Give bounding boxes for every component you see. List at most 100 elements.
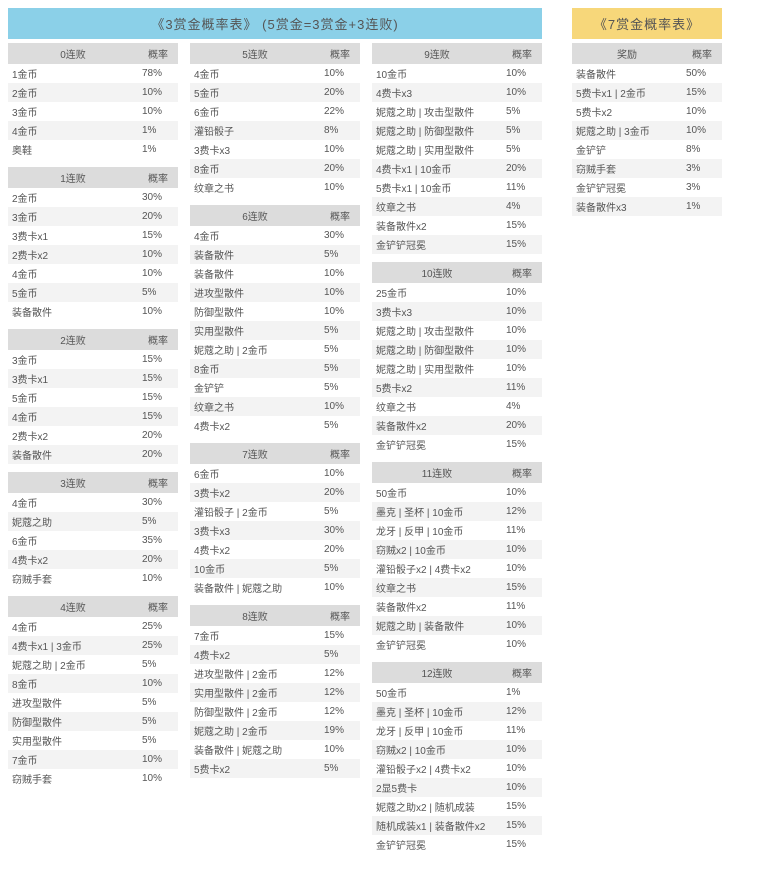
table-row: 2费卡x210% — [8, 245, 178, 264]
table-row: 3金币20% — [8, 207, 178, 226]
cell-reward: 4费卡x1 | 3金币 — [8, 636, 138, 655]
cell-reward: 7金币 — [190, 626, 320, 645]
cell-reward: 防御型散件 — [8, 712, 138, 731]
table-row: 3费卡x310% — [372, 302, 542, 321]
cell-prob: 10% — [138, 102, 178, 121]
table-row: 装备散件x215% — [372, 216, 542, 235]
cell-prob: 10% — [682, 102, 722, 121]
cell-reward: 8金币 — [8, 674, 138, 693]
table-row: 2费卡x220% — [8, 426, 178, 445]
cell-reward: 4费卡x1 | 10金币 — [372, 159, 502, 178]
table-row: 8金币20% — [190, 159, 360, 178]
cell-reward: 3费卡x3 — [190, 140, 320, 159]
cell-prob: 12% — [502, 702, 542, 721]
cell-prob: 5% — [502, 102, 542, 121]
cell-prob: 10% — [320, 740, 360, 759]
table-row: 妮蔻之助 | 实用型散件5% — [372, 140, 542, 159]
cell-prob: 15% — [138, 407, 178, 426]
table-row: 窃贼x2 | 10金币10% — [372, 540, 542, 559]
table-row: 龙牙 | 反甲 | 10金币11% — [372, 721, 542, 740]
cell-reward: 窃贼手套 — [8, 769, 138, 788]
table-row: 金铲铲冠冕15% — [372, 235, 542, 254]
cell-prob: 1% — [502, 683, 542, 702]
table-row: 妮蔻之助 | 3金币10% — [572, 121, 722, 140]
table-row: 妮蔻之助 | 2金币5% — [8, 655, 178, 674]
cell-prob: 20% — [320, 159, 360, 178]
table-row: 8金币5% — [190, 359, 360, 378]
cell-reward: 4金币 — [8, 264, 138, 283]
table-row: 3费卡x115% — [8, 369, 178, 388]
cell-prob: 12% — [502, 502, 542, 521]
cell-prob: 1% — [682, 197, 722, 216]
prob-table: 0连败概率1金币78%2金币10%3金币10%4金币1%奥鞋1% — [8, 43, 178, 159]
col-header-prob: 概率 — [682, 43, 722, 64]
prob-table: 11连败概率50金币10%墨克 | 圣杯 | 10金币12%龙牙 | 反甲 | … — [372, 462, 542, 654]
cell-reward: 5费卡x2 — [372, 378, 502, 397]
table-row: 4费卡x310% — [372, 83, 542, 102]
table-row: 实用型散件 | 2金币12% — [190, 683, 360, 702]
cell-prob: 4% — [502, 397, 542, 416]
cell-reward: 5金币 — [8, 283, 138, 302]
table-row: 墨克 | 圣杯 | 10金币12% — [372, 502, 542, 521]
cell-reward: 6金币 — [8, 531, 138, 550]
col-header-prob: 概率 — [138, 167, 178, 188]
cell-prob: 50% — [682, 64, 722, 83]
col-header-prob: 概率 — [502, 462, 542, 483]
cell-prob: 15% — [138, 369, 178, 388]
col-header-prob: 概率 — [138, 596, 178, 617]
cell-reward: 奥鞋 — [8, 140, 138, 159]
col-header-reward: 11连败 — [372, 462, 502, 483]
table-row: 10金币10% — [372, 64, 542, 83]
cell-prob: 35% — [138, 531, 178, 550]
table-row: 金铲铲冠冕15% — [372, 835, 542, 854]
main-title: 《3赏金概率表》 (5赏金=3赏金+3连败) — [8, 8, 542, 39]
cell-prob: 10% — [320, 464, 360, 483]
cell-prob: 25% — [138, 617, 178, 636]
col-header-prob: 概率 — [320, 605, 360, 626]
cell-reward: 墨克 | 圣杯 | 10金币 — [372, 702, 502, 721]
cell-prob: 5% — [320, 559, 360, 578]
cell-reward: 妮蔻之助 | 2金币 — [190, 340, 320, 359]
col-header-reward: 10连败 — [372, 262, 502, 283]
cell-reward: 4费卡x3 — [372, 83, 502, 102]
col-header-reward: 6连败 — [190, 205, 320, 226]
cell-reward: 7金币 — [8, 750, 138, 769]
col-header-prob: 概率 — [502, 262, 542, 283]
prob-table: 3连败概率4金币30%妮蔻之助5%6金币35%4费卡x220%窃贼手套10% — [8, 472, 178, 588]
cell-prob: 12% — [320, 664, 360, 683]
cell-reward: 随机成装x1 | 装备散件x2 — [372, 816, 502, 835]
cell-prob: 10% — [502, 759, 542, 778]
cell-prob: 11% — [502, 521, 542, 540]
table-row: 10金币5% — [190, 559, 360, 578]
cell-reward: 装备散件 — [8, 445, 138, 464]
table-row: 5费卡x1 | 10金币11% — [372, 178, 542, 197]
cell-prob: 10% — [138, 769, 178, 788]
cell-prob: 30% — [320, 226, 360, 245]
prob-table: 1连败概率2金币30%3金币20%3费卡x115%2费卡x210%4金币10%5… — [8, 167, 178, 321]
prob-table: 4连败概率4金币25%4费卡x1 | 3金币25%妮蔻之助 | 2金币5%8金币… — [8, 596, 178, 788]
side-title: 《7赏金概率表》 — [572, 8, 722, 39]
table-row: 防御型散件5% — [8, 712, 178, 731]
cell-reward: 金铲铲冠冕 — [372, 435, 502, 454]
cell-reward: 4费卡x2 — [190, 416, 320, 435]
cell-reward: 4费卡x2 — [8, 550, 138, 569]
col-header-prob: 概率 — [502, 662, 542, 683]
table-row: 装备散件20% — [8, 445, 178, 464]
table-row: 随机成装x1 | 装备散件x215% — [372, 816, 542, 835]
table-row: 灌铅骰子 | 2金币5% — [190, 502, 360, 521]
cell-prob: 15% — [502, 216, 542, 235]
col-header-prob: 概率 — [320, 43, 360, 64]
table-row: 龙牙 | 反甲 | 10金币11% — [372, 521, 542, 540]
cell-reward: 8金币 — [190, 159, 320, 178]
cell-prob: 19% — [320, 721, 360, 740]
cell-reward: 3金币 — [8, 102, 138, 121]
cell-reward: 3费卡x1 — [8, 369, 138, 388]
table-row: 进攻型散件5% — [8, 693, 178, 712]
cell-prob: 5% — [138, 512, 178, 531]
col-header-prob: 概率 — [320, 205, 360, 226]
cell-prob: 30% — [138, 188, 178, 207]
cell-prob: 5% — [502, 140, 542, 159]
cell-prob: 20% — [320, 540, 360, 559]
table-row: 5费卡x211% — [372, 378, 542, 397]
cell-reward: 纹章之书 — [190, 397, 320, 416]
